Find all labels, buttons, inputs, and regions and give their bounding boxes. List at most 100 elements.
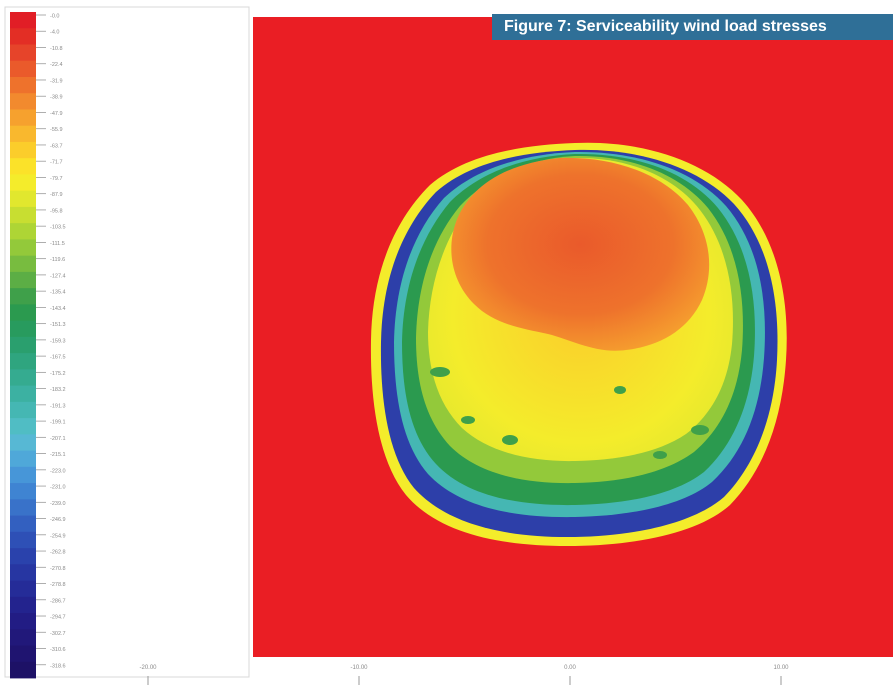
legend-label: -278.8 <box>50 582 66 588</box>
legend-swatch <box>10 125 36 143</box>
legend-label: -71.7 <box>50 160 63 166</box>
x-axis: -20.00 -10.00 0.00 10.00 <box>139 665 789 685</box>
legend-swatch <box>10 531 36 549</box>
legend-label: -87.9 <box>50 192 63 198</box>
legend-label: -246.9 <box>50 517 66 523</box>
legend-swatch <box>10 515 36 533</box>
legend-swatch <box>10 483 36 500</box>
legend-label: -127.4 <box>50 273 66 279</box>
legend-label: -159.3 <box>50 338 66 344</box>
legend-swatch <box>10 158 36 175</box>
legend-labels: -0.0 -4.0 -10.8 -22.4 -31.9 -38.9 -47.9 -55.9 -6… <box>36 14 66 669</box>
legend-swatch <box>10 661 36 679</box>
legend-swatch <box>10 499 36 516</box>
legend-swatch <box>10 288 36 305</box>
legend-swatch <box>10 336 36 354</box>
legend-swatch <box>10 645 36 663</box>
legend-swatch <box>10 255 36 273</box>
legend-swatch <box>10 76 36 94</box>
legend-label: -302.7 <box>50 631 66 637</box>
figure-caption: Figure 7: Serviceability wind load stres… <box>492 14 893 40</box>
legend-swatch <box>10 239 36 257</box>
plot-area <box>253 17 893 657</box>
legend-label: -4.0 <box>50 30 59 36</box>
legend-swatch <box>10 190 36 208</box>
legend-label: -310.6 <box>50 647 66 653</box>
legend-label: -223.0 <box>50 468 66 474</box>
x-tick-label: -10.00 <box>350 665 368 671</box>
orange-core-contour <box>451 157 710 351</box>
legend-label: -31.9 <box>50 78 63 84</box>
legend-label: -95.8 <box>50 208 63 214</box>
x-tick-label: 10.00 <box>773 665 789 671</box>
legend-label: -167.5 <box>50 355 66 361</box>
legend-label: -254.9 <box>50 533 66 539</box>
legend-swatch <box>10 401 36 419</box>
spot <box>502 435 518 445</box>
legend-swatch <box>10 174 36 192</box>
legend-swatch <box>10 109 36 127</box>
legend-swatch <box>10 44 36 62</box>
green-spots <box>430 367 709 459</box>
legend-swatch <box>10 60 36 78</box>
legend-swatch <box>10 320 36 338</box>
legend-swatches <box>10 12 36 679</box>
legend-label: -119.6 <box>50 257 65 263</box>
legend-label: -286.7 <box>50 598 66 604</box>
x-tick-label: 0.00 <box>564 665 576 671</box>
spot <box>691 425 709 435</box>
legend-label: -47.9 <box>50 111 63 117</box>
legend-label: -151.3 <box>50 322 66 328</box>
legend-swatch <box>10 12 36 29</box>
spot <box>614 386 626 394</box>
legend-swatch <box>10 369 36 387</box>
legend-swatch <box>10 450 36 468</box>
legend-label: -294.7 <box>50 615 66 621</box>
legend-swatch <box>10 385 36 403</box>
legend-swatch <box>10 629 36 646</box>
legend-swatch <box>10 223 36 240</box>
legend-swatch <box>10 206 36 224</box>
legend-label: -215.1 <box>50 452 66 458</box>
legend-label: -262.8 <box>50 550 66 556</box>
legend-swatch <box>10 466 36 484</box>
legend-label: -111.5 <box>50 241 65 247</box>
legend-label: -103.5 <box>50 225 66 231</box>
legend-label: -318.6 <box>50 663 66 669</box>
legend-swatch <box>10 271 36 289</box>
legend-frame <box>4 6 250 678</box>
legend-label: -239.0 <box>50 501 66 507</box>
legend-swatch <box>10 434 36 451</box>
legend-label: -183.2 <box>50 387 66 393</box>
legend-swatch <box>10 564 36 581</box>
legend-swatch <box>10 613 36 630</box>
legend-label: -231.0 <box>50 485 66 491</box>
legend-swatch <box>10 580 36 598</box>
spot <box>430 367 450 377</box>
legend-swatch <box>10 596 36 614</box>
legend-label: -22.4 <box>50 62 63 68</box>
legend-swatch <box>10 548 36 565</box>
legend-label: -10.8 <box>50 46 63 52</box>
legend-swatch <box>10 93 36 110</box>
legend-swatch <box>10 304 36 322</box>
legend-label: -135.4 <box>50 290 66 296</box>
legend-label: -175.2 <box>50 371 66 377</box>
x-tick-label: -20.00 <box>139 665 157 671</box>
legend-label: -63.7 <box>50 143 63 149</box>
color-legend: -0.0 -4.0 -10.8 -22.4 -31.9 -38.9 -47.9 -55.9 -6… <box>4 6 250 679</box>
legend-label: -199.1 <box>50 420 66 426</box>
legend-swatch <box>10 418 36 435</box>
legend-swatch <box>10 353 36 370</box>
legend-swatch <box>10 141 36 159</box>
legend-swatch <box>10 28 36 45</box>
spot <box>461 416 475 424</box>
legend-label: -38.9 <box>50 95 63 101</box>
legend-label: -207.1 <box>50 436 66 442</box>
legend-label: -191.3 <box>50 403 66 409</box>
spot <box>653 451 667 459</box>
legend-label: -270.8 <box>50 566 66 572</box>
legend-label: -79.7 <box>50 176 63 182</box>
legend-label: -55.9 <box>50 127 63 133</box>
